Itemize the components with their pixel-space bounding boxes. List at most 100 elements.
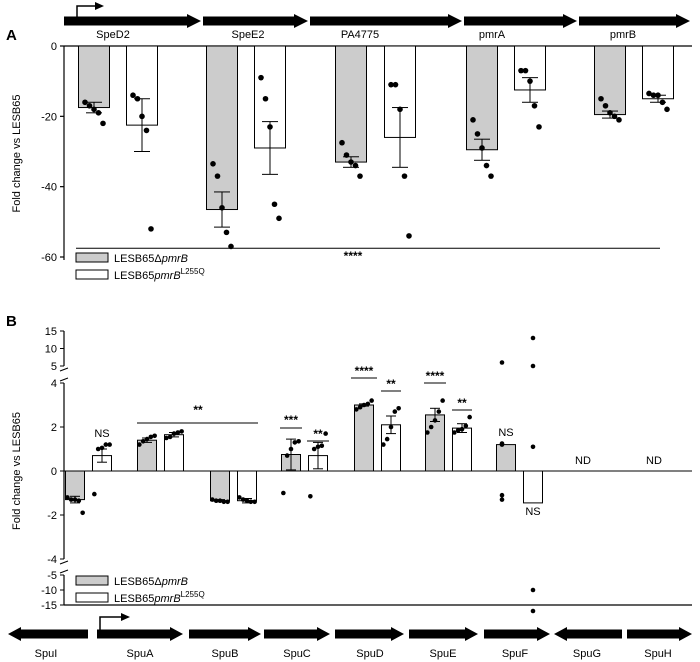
data-point: [91, 106, 97, 113]
data-point: [369, 398, 374, 403]
category-label-spuc: SpuC: [283, 648, 311, 660]
category-label-spug: SpuG: [573, 648, 601, 660]
panel-b-y-label: Fold change vs LESB65: [11, 412, 23, 530]
data-point: [244, 498, 250, 504]
data-point: [143, 127, 150, 134]
data-point: [65, 495, 70, 500]
data-point: [343, 152, 350, 158]
data-point: [171, 431, 177, 436]
data-point: [137, 442, 142, 447]
panel-b-legend-swatch-2: [75, 592, 109, 603]
data-point: [311, 446, 317, 452]
panel-b-legend-swatch-1: [75, 575, 109, 586]
promoter-arrowhead: [95, 2, 104, 10]
annotation-label: ND: [575, 455, 591, 467]
category-label-spue: SpuE: [430, 648, 457, 660]
data-point: [452, 430, 457, 435]
data-point: [248, 499, 254, 505]
data-point: [175, 430, 181, 435]
data-point: [530, 335, 536, 341]
gene-arrow-spui: [8, 627, 88, 641]
data-point: [288, 446, 294, 452]
data-point: [522, 67, 529, 74]
gene-arrow-spug: [554, 627, 622, 641]
data-point: [659, 99, 666, 106]
panel-a-label: A: [6, 27, 17, 44]
y-tick-label: 2: [51, 422, 57, 434]
data-point: [214, 173, 221, 179]
axis-break: [59, 377, 69, 382]
data-point: [315, 444, 321, 450]
data-point: [365, 401, 371, 407]
y-tick-label: 0: [51, 41, 57, 53]
data-point: [319, 443, 325, 449]
data-point: [68, 497, 74, 502]
data-point: [397, 106, 403, 113]
data-point: [479, 145, 485, 151]
data-point: [152, 433, 157, 439]
gene-arrow-spub: [189, 627, 261, 641]
data-point: [536, 124, 542, 130]
data-point: [284, 453, 290, 458]
panel-b-legend-label-1: LESB65ΔpmrB: [114, 576, 188, 588]
data-point: [308, 494, 313, 499]
data-point: [650, 92, 657, 99]
data-point: [258, 74, 264, 81]
data-point: [217, 498, 223, 504]
data-point: [616, 117, 622, 123]
category-label-spua: SpuA: [127, 648, 155, 660]
promoter-line: [99, 616, 122, 634]
data-point: [352, 162, 359, 169]
annotation-label: NS: [525, 506, 540, 518]
panel-a-legend-swatch-2: [75, 269, 109, 280]
data-point: [292, 440, 298, 445]
data-point: [455, 428, 461, 433]
data-point: [276, 215, 282, 222]
data-point: [262, 95, 269, 102]
data-point: [210, 497, 215, 502]
category-label-sped2: SpeD2: [96, 29, 130, 41]
data-point: [361, 402, 367, 408]
data-point: [428, 424, 434, 430]
gene-arrow-spuc: [264, 627, 330, 641]
data-point: [388, 424, 394, 430]
data-point: [148, 434, 154, 440]
bar: [594, 45, 626, 116]
data-point: [531, 102, 538, 109]
data-point: [82, 99, 88, 106]
y-tick-label: 0: [51, 466, 57, 478]
gene-arrow-spud: [335, 627, 404, 641]
data-point: [483, 162, 490, 169]
gene-arrow-spua: [97, 627, 183, 641]
axis-break: [59, 569, 69, 574]
panel-b-label: B: [6, 313, 17, 330]
data-point: [219, 204, 225, 211]
category-label-spui: SpuI: [35, 648, 58, 660]
bar: [164, 434, 184, 472]
data-point: [95, 446, 101, 452]
data-point: [463, 423, 469, 429]
data-point: [348, 159, 354, 165]
data-point: [179, 429, 184, 434]
y-tick-label: -10: [41, 585, 57, 597]
data-point: [223, 229, 230, 236]
panel-a-legend-swatch-1: [75, 252, 109, 263]
data-point: [357, 173, 363, 179]
category-label-pa4775: PA4775: [341, 29, 379, 41]
data-point: [167, 434, 173, 440]
data-point: [406, 233, 412, 239]
gene-arrow-spuh: [627, 627, 692, 641]
category-label-spuh: SpuH: [644, 648, 672, 660]
data-point: [530, 587, 536, 593]
data-point: [240, 497, 246, 502]
data-point: [425, 430, 430, 435]
data-point: [664, 106, 670, 113]
data-point: [80, 510, 85, 516]
data-point: [210, 161, 216, 167]
promoter-arrowhead: [121, 613, 130, 621]
category-label-spuf: SpuF: [502, 648, 529, 660]
data-point: [148, 226, 154, 232]
bar: [206, 45, 238, 211]
data-point: [440, 398, 445, 403]
